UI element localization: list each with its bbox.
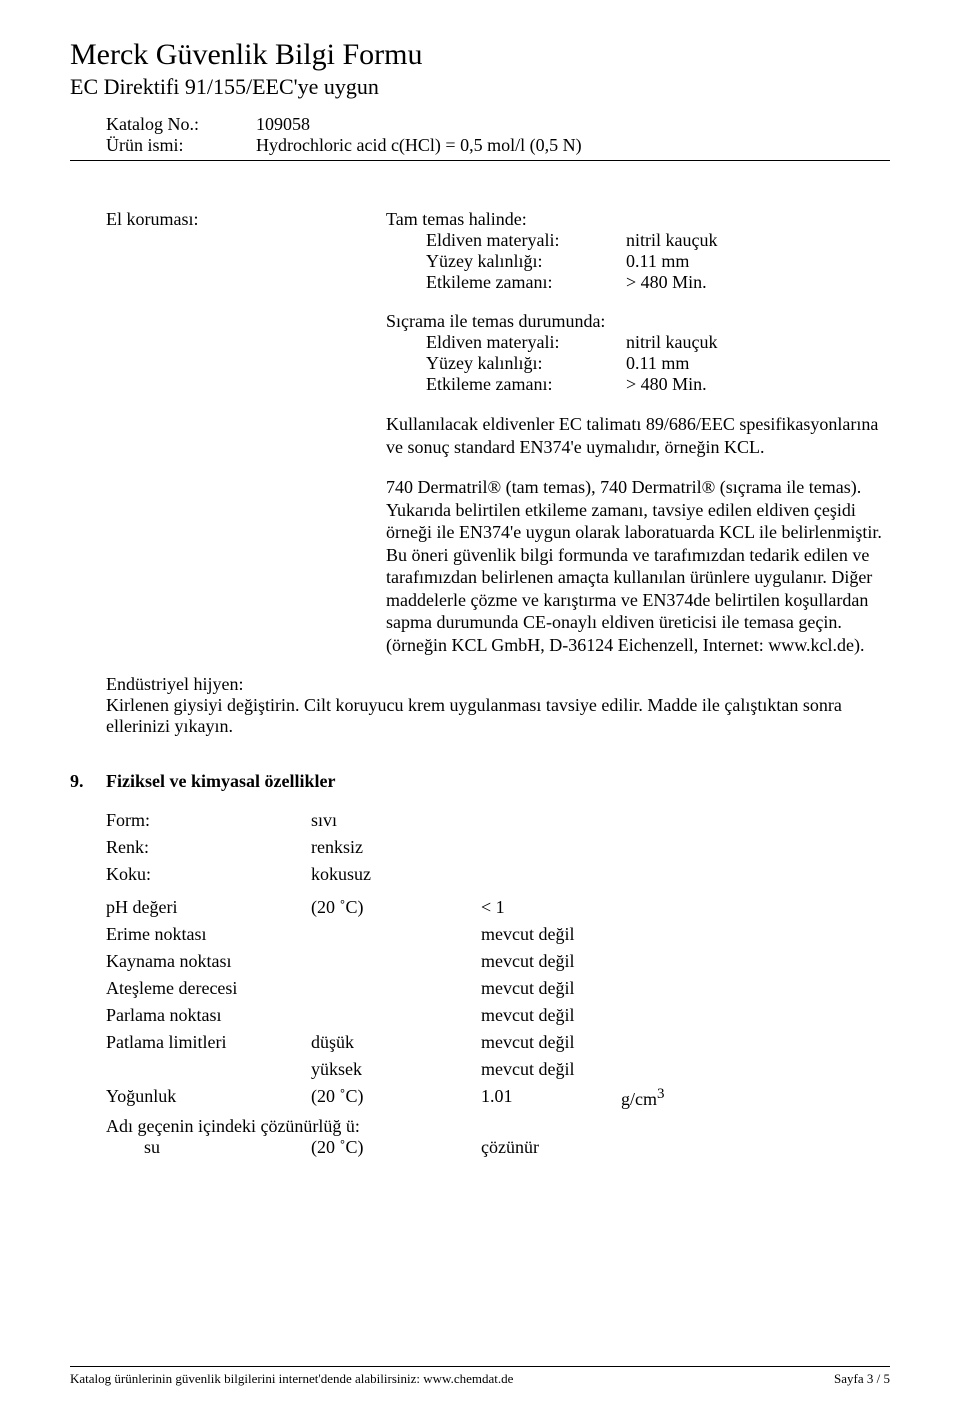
explosion-high-label: yüksek [311, 1059, 481, 1080]
section-title: Fiziksel ve kimyasal özellikler [106, 771, 335, 792]
glove-material-label: Eldiven materyali: [426, 230, 626, 251]
breakthrough-time-label: Etkileme zamanı: [426, 272, 626, 293]
main-content: El koruması: Tam temas halinde: Eldiven … [106, 209, 890, 737]
page-footer: Katalog ürünlerinin güvenlik bilgilerini… [70, 1366, 890, 1387]
solubility-label: Adı geçenin içindeki çözünürlüğ ü: [106, 1116, 360, 1137]
industrial-hygiene-label: Endüstriyel hijyen: [106, 674, 890, 695]
catalog-no-label: Katalog No.: [106, 114, 256, 135]
section-number: 9. [70, 771, 106, 792]
product-name-label: Ürün ismi: [106, 135, 256, 156]
glove-material-value: nitril kauçuk [626, 230, 717, 251]
ph-label: pH değeri [106, 897, 311, 918]
solubility-condition: (20 ˚C) [311, 1137, 481, 1158]
boiling-point-label: Kaynama noktası [106, 951, 311, 972]
melting-point-value: mevcut değil [481, 924, 621, 945]
explosion-low-label: düşük [311, 1032, 481, 1053]
full-contact-heading: Tam temas halinde: [386, 209, 890, 230]
flash-point-label: Parlama noktası [106, 1005, 311, 1026]
glove-recommendation-paragraph: 740 Dermatril® (tam temas), 740 Dermatri… [386, 476, 890, 656]
physical-chemical-properties: Form: sıvı Renk: renksiz Koku: kokusuz p… [106, 810, 890, 1158]
page-title: Merck Güvenlik Bilgi Formu [70, 38, 890, 72]
catalog-no-value: 109058 [256, 114, 310, 135]
section-9-heading: 9. Fiziksel ve kimyasal özellikler [70, 771, 890, 792]
glove-material-value: nitril kauçuk [626, 332, 717, 353]
splash-contact-heading: Sıçrama ile temas durumunda: [386, 311, 890, 332]
thickness-label: Yüzey kalınlığı: [426, 353, 626, 374]
ignition-value: mevcut değil [481, 978, 621, 999]
form-label: Form: [106, 810, 311, 831]
ph-value: < 1 [481, 897, 621, 918]
boiling-point-value: mevcut değil [481, 951, 621, 972]
density-condition: (20 ˚C) [311, 1086, 481, 1110]
explosion-limits-label: Patlama limitleri [106, 1032, 311, 1053]
footer-page-number: Sayfa 3 / 5 [834, 1371, 890, 1387]
footer-rule [70, 1366, 890, 1367]
industrial-hygiene-text: Kirlenen giysiyi değiştirin. Cilt koruyu… [106, 695, 890, 737]
ignition-label: Ateşleme derecesi [106, 978, 311, 999]
solubility-medium: su [106, 1137, 311, 1158]
density-value: 1.01 [481, 1086, 621, 1110]
ph-condition: (20 ˚C) [311, 897, 481, 918]
thickness-value: 0.11 mm [626, 251, 689, 272]
header-rule [70, 160, 890, 161]
flash-point-value: mevcut değil [481, 1005, 621, 1026]
color-label: Renk: [106, 837, 311, 858]
density-label: Yoğunluk [106, 1086, 311, 1110]
catalog-block: Katalog No.: 109058 Ürün ismi: Hydrochlo… [106, 114, 890, 156]
solubility-value: çözünür [481, 1137, 621, 1158]
breakthrough-time-value: > 480 Min. [626, 374, 707, 395]
odor-value: kokusuz [311, 864, 481, 885]
explosion-low-value: mevcut değil [481, 1032, 621, 1053]
thickness-label: Yüzey kalınlığı: [426, 251, 626, 272]
breakthrough-time-value: > 480 Min. [626, 272, 707, 293]
glove-spec-paragraph: Kullanılacak eldivenler EC talimatı 89/6… [386, 413, 890, 458]
product-name-value: Hydrochloric acid c(HCl) = 0,5 mol/l (0,… [256, 135, 582, 156]
thickness-value: 0.11 mm [626, 353, 689, 374]
form-value: sıvı [311, 810, 481, 831]
melting-point-label: Erime noktası [106, 924, 311, 945]
density-unit: g/cm3 [621, 1086, 665, 1110]
page-subtitle: EC Direktifi 91/155/EEC'ye uygun [70, 74, 890, 100]
hand-protection-label: El koruması: [106, 209, 386, 674]
glove-material-label: Eldiven materyali: [426, 332, 626, 353]
color-value: renksiz [311, 837, 481, 858]
explosion-high-value: mevcut değil [481, 1059, 621, 1080]
odor-label: Koku: [106, 864, 311, 885]
footer-left-text: Katalog ürünlerinin güvenlik bilgilerini… [70, 1371, 513, 1387]
breakthrough-time-label: Etkileme zamanı: [426, 374, 626, 395]
